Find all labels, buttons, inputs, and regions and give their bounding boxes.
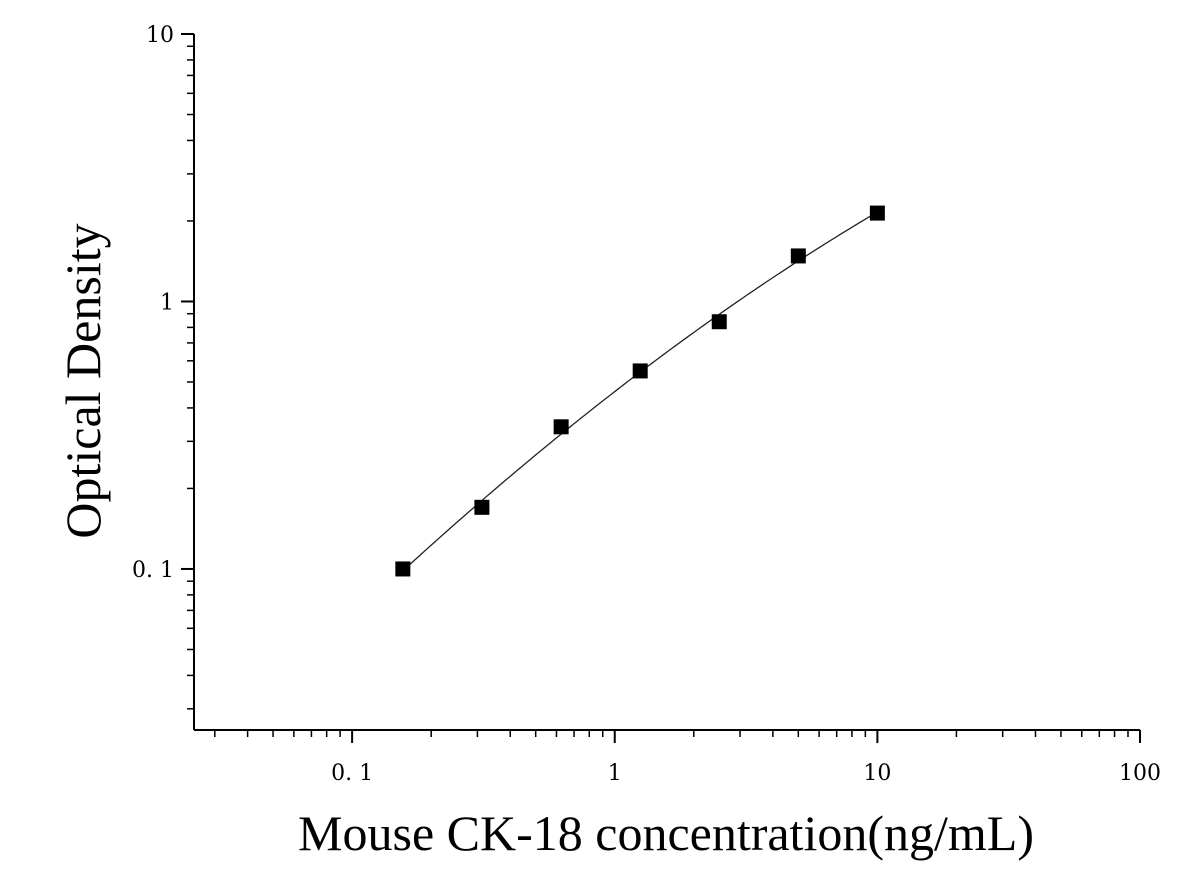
y-tick-label: 0. 1 <box>132 558 174 583</box>
data-point <box>790 248 806 264</box>
major-ticks <box>181 33 1141 743</box>
x-tick-labels: 0. 1 1 10 100 <box>331 761 1161 786</box>
x-tick-label: 100 <box>1119 761 1161 786</box>
data-markers <box>395 205 885 577</box>
x-axis-title: Mouse CK-18 concentration(ng/mL) <box>298 805 1034 861</box>
y-tick-labels: 0. 1 1 10 <box>132 23 174 583</box>
data-point <box>553 419 569 435</box>
data-point <box>395 561 411 577</box>
data-point <box>869 205 885 221</box>
minor-ticks <box>187 45 1129 737</box>
fit-curve <box>402 211 878 572</box>
x-tick-label: 10 <box>863 761 891 786</box>
data-point <box>474 499 490 515</box>
y-tick-label: 10 <box>146 23 174 48</box>
data-point <box>711 314 727 330</box>
x-tick-label: 0. 1 <box>331 761 373 786</box>
y-axis-title: Optical Density <box>55 223 111 538</box>
y-tick-label: 1 <box>160 290 174 315</box>
data-point <box>632 363 648 379</box>
x-tick-label: 1 <box>608 761 622 786</box>
